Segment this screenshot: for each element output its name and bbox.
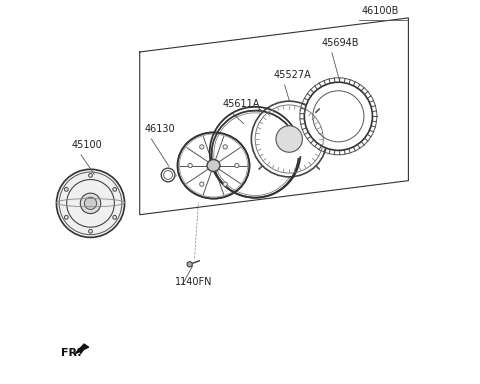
Ellipse shape (178, 132, 250, 199)
Text: 46100B: 46100B (361, 6, 398, 16)
Circle shape (84, 197, 96, 210)
Text: 1140FN: 1140FN (175, 277, 213, 287)
Text: 45694B: 45694B (322, 38, 359, 48)
Text: 45527A: 45527A (274, 70, 312, 80)
Circle shape (89, 229, 92, 233)
Circle shape (187, 262, 192, 267)
Circle shape (223, 182, 228, 186)
Circle shape (57, 169, 125, 237)
Text: FR.: FR. (61, 348, 82, 358)
Circle shape (252, 101, 327, 177)
Ellipse shape (207, 160, 220, 172)
Circle shape (235, 163, 239, 168)
Circle shape (64, 215, 68, 219)
Polygon shape (74, 344, 89, 354)
Circle shape (64, 187, 68, 191)
Circle shape (89, 174, 92, 177)
Circle shape (304, 82, 372, 151)
Circle shape (113, 187, 117, 191)
Text: 45100: 45100 (72, 141, 102, 151)
Text: 45611A: 45611A (223, 99, 260, 109)
Circle shape (200, 182, 204, 186)
Circle shape (113, 215, 117, 219)
Circle shape (276, 126, 302, 152)
Circle shape (200, 145, 204, 149)
Circle shape (80, 193, 101, 214)
Circle shape (188, 163, 192, 168)
Circle shape (223, 145, 228, 149)
Text: 46130: 46130 (144, 124, 175, 134)
